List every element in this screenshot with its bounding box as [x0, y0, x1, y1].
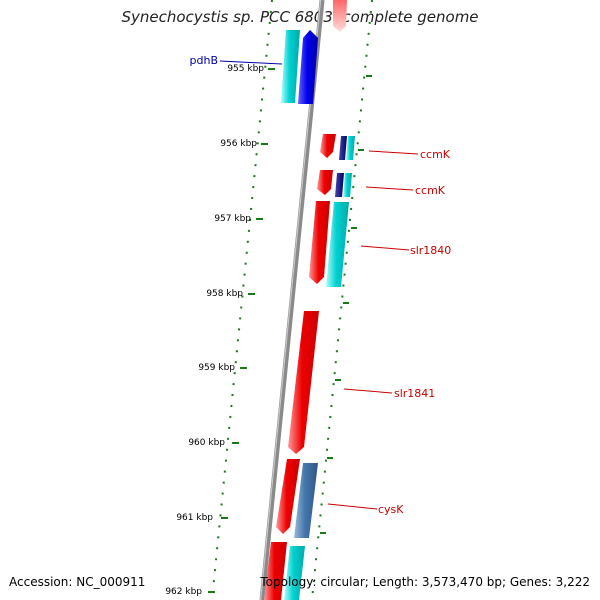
cysK-leader	[327, 503, 378, 510]
gene-label-slr1841: slr1841	[394, 387, 435, 400]
gene-feature	[284, 546, 305, 600]
gene-feature	[276, 459, 300, 534]
gene-feature	[339, 136, 347, 160]
gene-feature	[343, 173, 352, 197]
scale-tick-label: 962 kbp	[165, 587, 202, 597]
gene-feature	[326, 202, 349, 287]
outer-dotted-ring	[311, 0, 373, 600]
gene-label-pdhB: pdhB	[190, 54, 218, 67]
gene-feature	[264, 542, 287, 600]
gene-label-ccmK: ccmK	[420, 148, 451, 161]
scale-tick-label: 961 kbp	[176, 513, 213, 523]
scale-tick-marks	[208, 68, 275, 593]
gene-feature	[346, 136, 355, 160]
inner-dotted-ring	[211, 0, 273, 600]
scale-tick-label: 955 kbp	[227, 64, 264, 74]
gene-feature	[320, 134, 336, 158]
gene-feature	[298, 30, 318, 104]
slr1841-leader	[343, 388, 393, 394]
gene-feature	[309, 201, 330, 284]
gene-feature	[317, 170, 333, 195]
scale-tick-label: 958 kbp	[206, 289, 243, 299]
scale-tick-label: 959 kbp	[198, 363, 235, 373]
slr1840-leader	[360, 245, 410, 251]
scale-tick-label: 957 kbp	[214, 214, 251, 224]
gene-feature	[335, 173, 344, 197]
gene-features	[264, 0, 355, 600]
outer-ring-marks	[320, 75, 372, 534]
genome-info-text: Topology: circular; Length: 3,573,470 bp…	[260, 575, 590, 589]
scale-tick-label: 956 kbp	[220, 139, 257, 149]
gene-feature	[294, 463, 318, 538]
gene-label-slr1840: slr1840	[410, 244, 451, 257]
accession-text: Accession: NC_000911	[9, 575, 146, 589]
gene-feature	[281, 30, 300, 103]
gene-label-cysK: cysK	[378, 503, 404, 516]
gene-feature	[288, 311, 319, 454]
pdhB-leader	[219, 60, 283, 65]
gene-feature	[333, 0, 347, 32]
ccmK-leader	[365, 186, 414, 191]
ccmK-leader	[368, 150, 419, 155]
label-leaders	[219, 60, 419, 510]
gene-labels: pdhB ccmK ccmK slr1840 slr1841 cysK	[190, 54, 452, 516]
scale-tick-label: 960 kbp	[188, 438, 225, 448]
gene-label-ccmK: ccmK	[415, 184, 446, 197]
scale-tick-labels: 955 kbp 956 kbp 957 kbp 958 kbp 959 kbp …	[165, 64, 264, 597]
map-title: Synechocystis sp. PCC 6803, complete gen…	[121, 8, 479, 26]
